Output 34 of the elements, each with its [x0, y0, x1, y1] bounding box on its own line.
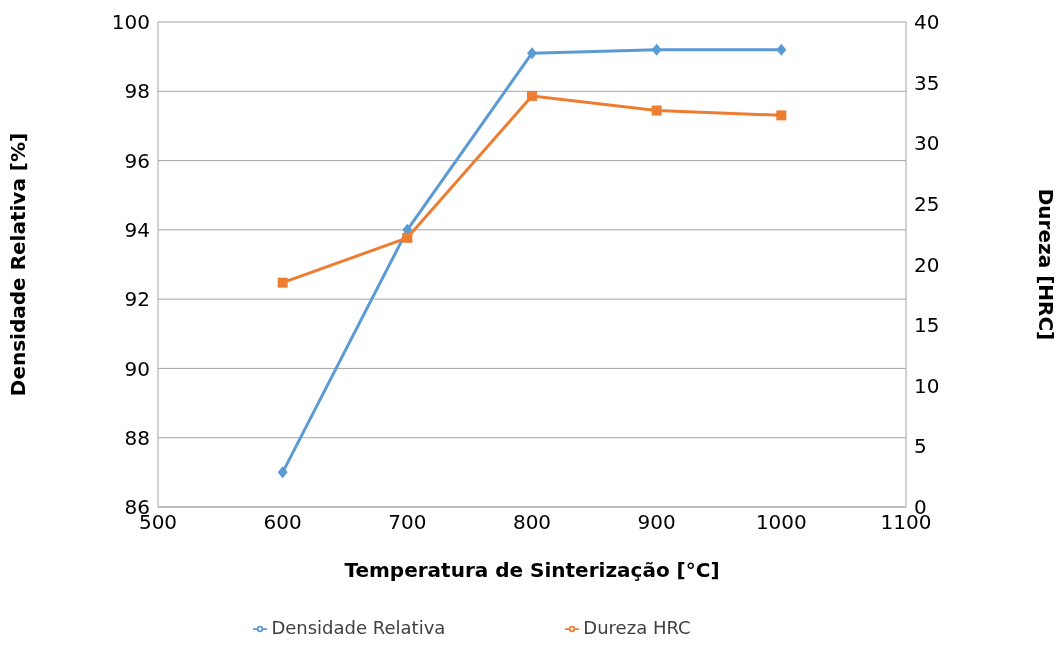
y-tick-label: 92: [124, 287, 150, 312]
point: [776, 43, 787, 56]
x-tick-label: 800: [512, 510, 552, 535]
x-tick-label: 700: [388, 510, 427, 535]
point: [402, 232, 413, 243]
y-tick-label: 96: [124, 148, 150, 173]
point: [651, 105, 662, 116]
y-tick-label: 90: [124, 356, 150, 381]
x-tick-label: 600: [263, 510, 302, 535]
legend-label: Dureza HRC: [583, 617, 691, 638]
y-axis-title: Densidade Relativa [%]: [6, 132, 31, 397]
y2-axis-title: Dureza [HRC]: [1033, 188, 1058, 341]
y2-tick-label: 30: [914, 131, 940, 156]
x-tick-label: 1000: [755, 510, 807, 535]
y2-tick-label: 10: [914, 373, 940, 398]
y2-tick-label: 35: [914, 70, 940, 95]
y2-tick-label: 40: [914, 10, 940, 35]
x-axis-title: Temperatura de Sinterização [°C]: [344, 558, 720, 582]
y-tick-label: 100: [111, 10, 150, 35]
point: [651, 43, 662, 56]
y-tick-label: 88: [124, 425, 150, 450]
y2-tick-label: 15: [914, 313, 940, 338]
y2-tick-label: 25: [914, 191, 940, 216]
legend-label: Densidade Relativa: [271, 617, 446, 638]
y-tick-label: 94: [124, 217, 150, 242]
point: [277, 277, 288, 288]
y2-tick-label: 5: [914, 434, 927, 459]
point: [776, 110, 787, 121]
x-tick-label: 900: [637, 510, 676, 535]
point: [527, 47, 537, 60]
point: [277, 466, 288, 479]
y-tick-label: 98: [124, 79, 150, 104]
y2-tick-label: 20: [914, 252, 940, 277]
point: [527, 90, 537, 101]
